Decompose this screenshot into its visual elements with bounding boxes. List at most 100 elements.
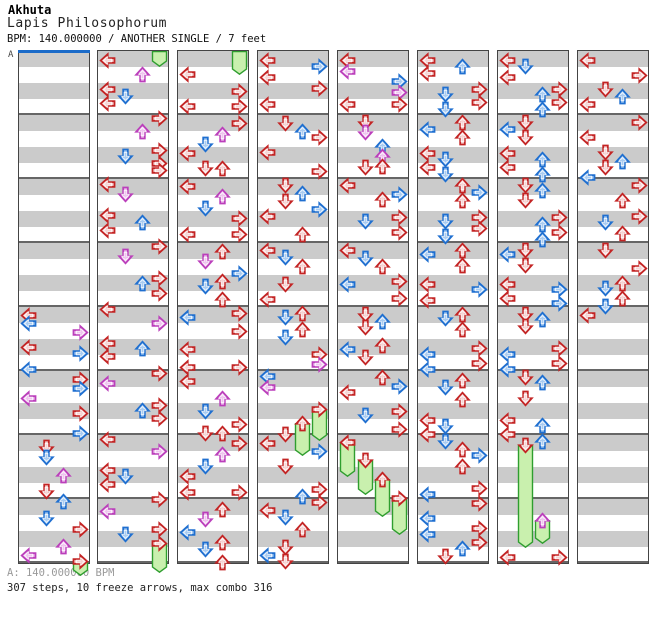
arrow-up-pink-icon xyxy=(214,389,231,407)
arrow-down-pink-icon xyxy=(196,511,214,528)
arrow-left-blue-icon xyxy=(259,367,276,385)
arrow-up-blue-icon xyxy=(534,150,551,168)
freeze-body-r-continuation xyxy=(231,50,248,76)
arrow-left-blue-icon xyxy=(419,360,436,378)
arrow-right-blue-icon xyxy=(72,424,89,442)
arrow-up-pink-icon xyxy=(214,125,231,143)
artist-name: Akhuta xyxy=(8,3,52,17)
arrow-down-blue-icon xyxy=(356,250,374,267)
arrow-down-red-icon xyxy=(436,548,454,565)
arrow-up-red-icon xyxy=(454,457,471,475)
arrow-down-pink-icon xyxy=(116,186,134,203)
arrow-up-red-icon xyxy=(614,224,631,242)
arrow-left-red-icon xyxy=(259,207,276,225)
arrow-down-red-icon xyxy=(276,539,294,556)
arrow-left-red-icon xyxy=(179,97,196,115)
arrow-right-red-icon xyxy=(151,284,168,302)
arrow-left-red-icon xyxy=(259,95,276,113)
arrow-left-red-icon xyxy=(99,430,116,448)
arrow-up-red-icon xyxy=(374,336,391,354)
arrow-left-red-icon xyxy=(419,411,436,429)
arrow-right-red-icon xyxy=(151,237,168,255)
arrow-left-red-icon xyxy=(499,275,516,293)
arrow-right-red-icon xyxy=(231,304,248,322)
arrow-left-red-icon xyxy=(179,358,196,376)
arrow-up-red-icon xyxy=(294,320,311,338)
arrow-down-blue-icon xyxy=(596,214,614,231)
arrow-down-blue-icon xyxy=(436,418,454,435)
arrow-right-pink-icon xyxy=(151,314,168,332)
arrow-left-red-icon xyxy=(419,275,436,293)
arrow-down-blue-icon xyxy=(116,526,134,543)
arrow-left-red-icon xyxy=(499,144,516,162)
arrow-left-blue-icon xyxy=(419,245,436,263)
arrow-down-blue-icon xyxy=(276,249,294,266)
arrow-left-red-icon xyxy=(179,177,196,195)
arrow-up-blue-icon xyxy=(134,213,151,231)
arrow-up-blue-icon xyxy=(534,85,551,103)
arrow-right-red-icon xyxy=(72,552,89,570)
arrow-down-red-icon xyxy=(276,177,294,194)
arrow-down-blue-icon xyxy=(37,510,55,527)
arrow-left-red-icon xyxy=(419,64,436,82)
arrow-up-blue-icon xyxy=(454,57,471,75)
arrow-right-red-icon xyxy=(151,364,168,382)
arrow-down-red-icon xyxy=(596,81,614,98)
arrow-right-red-icon xyxy=(311,162,328,180)
arrow-left-pink-icon xyxy=(339,62,356,80)
arrow-left-red-icon xyxy=(419,144,436,162)
arrow-up-red-icon xyxy=(294,520,311,538)
arrow-up-red-icon xyxy=(374,470,391,488)
arrow-right-red-icon xyxy=(631,176,648,194)
arrow-down-red-icon xyxy=(516,177,534,194)
arrow-left-red-icon xyxy=(419,291,436,309)
arrow-left-blue-icon xyxy=(579,168,596,186)
arrow-right-red-icon xyxy=(551,339,568,357)
arrow-left-blue-icon xyxy=(419,120,436,138)
arrow-left-red-icon xyxy=(419,158,436,176)
arrow-left-red-icon xyxy=(99,80,116,98)
arrow-right-red-icon xyxy=(311,345,328,363)
arrow-right-red-icon xyxy=(631,66,648,84)
arrow-up-pink-icon xyxy=(214,445,231,463)
arrow-right-red-icon xyxy=(151,534,168,552)
chart-column-5 xyxy=(337,50,409,564)
arrow-right-pink-icon xyxy=(151,442,168,460)
arrow-up-red-icon xyxy=(374,157,391,175)
chart-column-4 xyxy=(257,50,329,570)
chart-column-8 xyxy=(577,50,649,564)
arrow-left-red-icon xyxy=(99,221,116,239)
arrow-up-blue-icon xyxy=(294,122,311,140)
arrow-down-blue-icon xyxy=(436,166,454,183)
arrow-left-blue-icon xyxy=(499,120,516,138)
arrow-right-red-icon xyxy=(151,520,168,538)
arrow-right-blue-icon xyxy=(72,379,89,397)
arrow-down-red-icon xyxy=(276,426,294,443)
arrow-up-blue-icon xyxy=(534,416,551,434)
arrow-right-red-icon xyxy=(471,519,488,537)
arrow-left-blue-icon xyxy=(419,525,436,543)
arrow-down-blue-icon xyxy=(516,58,534,75)
arrow-down-red-icon xyxy=(356,306,374,323)
arrow-down-red-icon xyxy=(596,144,614,161)
arrow-up-red-icon xyxy=(454,256,471,274)
arrow-right-blue-icon xyxy=(311,200,328,218)
arrow-left-red-icon xyxy=(99,94,116,112)
arrow-up-red-icon xyxy=(454,305,471,323)
arrow-down-red-icon xyxy=(516,318,534,335)
arrow-up-red-icon xyxy=(214,242,231,260)
arrow-right-red-icon xyxy=(471,93,488,111)
arrow-down-red-icon xyxy=(596,242,614,259)
arrow-up-blue-icon xyxy=(294,487,311,505)
arrow-left-red-icon xyxy=(499,425,516,443)
arrow-down-red-icon xyxy=(356,452,374,469)
arrow-down-red-icon xyxy=(37,483,55,500)
arrow-left-blue-icon xyxy=(179,523,196,541)
arrow-right-red-icon xyxy=(151,396,168,414)
arrow-down-red-icon xyxy=(516,390,534,407)
arrow-down-pink-icon xyxy=(196,253,214,270)
arrow-left-blue-icon xyxy=(339,275,356,293)
bpm-difficulty-meta: BPM: 140.000000 / ANOTHER SINGLE / 7 fee… xyxy=(7,33,267,45)
arrow-right-red-icon xyxy=(72,370,89,388)
arrow-up-red-icon xyxy=(454,128,471,146)
